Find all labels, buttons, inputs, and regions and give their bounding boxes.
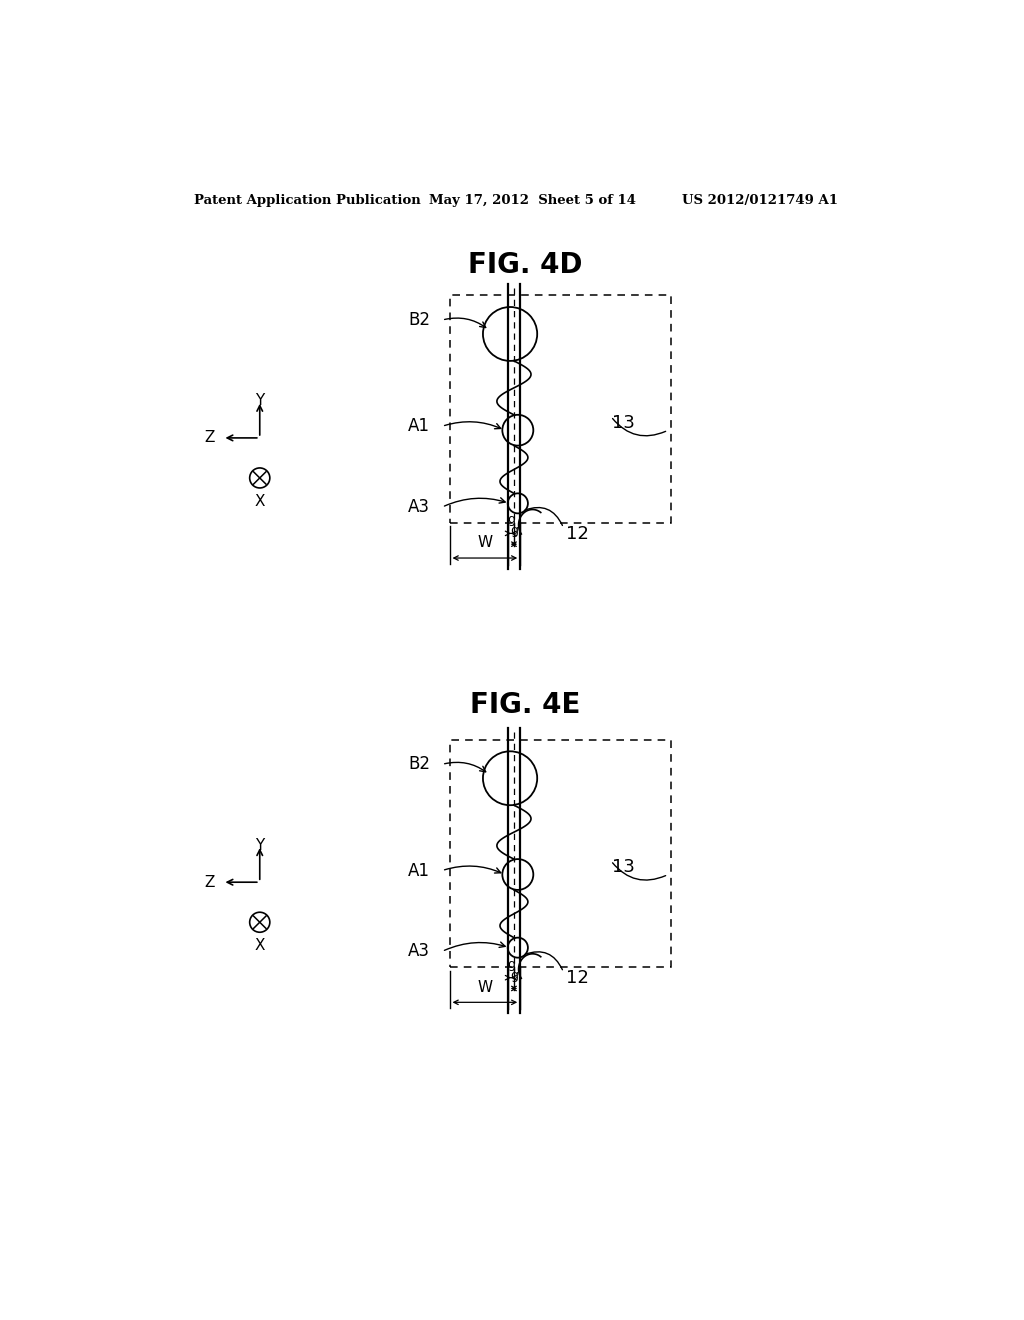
Text: A3: A3: [409, 498, 430, 516]
Text: A3: A3: [409, 942, 430, 961]
Text: g: g: [507, 513, 515, 527]
Text: FIG. 4E: FIG. 4E: [470, 692, 580, 719]
Text: X: X: [255, 939, 265, 953]
Text: g: g: [510, 524, 518, 537]
Text: 13: 13: [612, 413, 635, 432]
Text: W: W: [477, 979, 493, 995]
Text: W: W: [477, 536, 493, 550]
Text: Y: Y: [255, 393, 264, 408]
Text: g: g: [510, 969, 518, 982]
Bar: [450, 296, 671, 523]
Text: 13: 13: [612, 858, 635, 875]
Bar: [450, 739, 671, 966]
Text: Y: Y: [255, 838, 264, 853]
Text: 12: 12: [566, 525, 589, 543]
Text: B2: B2: [409, 755, 430, 774]
Text: 12: 12: [566, 969, 589, 987]
Text: Patent Application Publication: Patent Application Publication: [194, 194, 421, 207]
Text: A1: A1: [409, 417, 430, 436]
Text: FIG. 4D: FIG. 4D: [468, 251, 582, 279]
Text: A1: A1: [409, 862, 430, 879]
Text: May 17, 2012  Sheet 5 of 14: May 17, 2012 Sheet 5 of 14: [429, 194, 636, 207]
Text: US 2012/0121749 A1: US 2012/0121749 A1: [682, 194, 838, 207]
Text: B2: B2: [409, 312, 430, 329]
Text: g: g: [507, 958, 515, 970]
Text: Z: Z: [205, 430, 215, 445]
Text: Z: Z: [205, 875, 215, 890]
Text: X: X: [255, 494, 265, 510]
